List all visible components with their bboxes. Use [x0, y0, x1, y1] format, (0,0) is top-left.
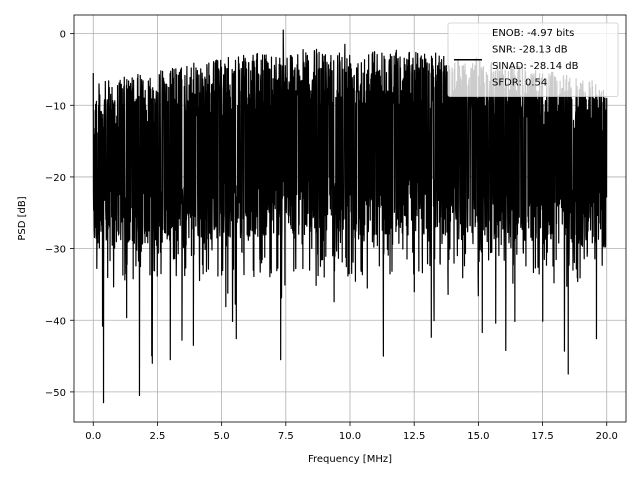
y-tick-label: −50 [45, 388, 66, 399]
y-tick-label: −10 [45, 101, 66, 112]
series-line [92, 29, 608, 404]
y-tick-label: 0 [60, 30, 66, 41]
y-tick-label: −30 [45, 245, 66, 256]
x-tick-label: 15.0 [467, 431, 489, 442]
x-tick-label: 20.0 [596, 431, 618, 442]
x-tick-label: 12.5 [403, 431, 425, 442]
legend-text-line: SNR: -28.13 dB [492, 45, 568, 56]
x-tick-label: 0.0 [85, 431, 101, 442]
legend-text-line: ENOB: -4.97 bits [492, 28, 574, 39]
y-axis-label: PSD [dB] [17, 196, 28, 240]
x-tick-label: 2.5 [149, 431, 165, 442]
legend-text-line: SINAD: -28.14 dB [492, 61, 579, 72]
y-axis-ticks: 0 −10 −20 −30 −40 −50 [45, 30, 74, 399]
legend: ENOB: -4.97 bits SNR: -28.13 dB SINAD: -28… [447, 22, 619, 97]
y-tick-label: −40 [45, 316, 66, 327]
x-axis-label: Frequency [MHz] [308, 454, 392, 465]
legend-box [447, 22, 619, 97]
x-tick-label: 7.5 [278, 431, 294, 442]
legend-entry: ENOB: -4.97 bits SNR: -28.13 dB SINAD: -28… [492, 28, 579, 89]
x-tick-label: 5.0 [214, 431, 230, 442]
plot-area [92, 29, 608, 404]
y-tick-label: −20 [45, 173, 66, 184]
legend-text-line: SFDR: 0.54 [492, 78, 547, 89]
x-tick-label: 10.0 [339, 431, 361, 442]
x-axis-ticks: 0.0 2.5 5.0 7.5 10.0 12.5 15.0 17.5 20.0 [85, 422, 618, 442]
x-tick-label: 17.5 [531, 431, 553, 442]
